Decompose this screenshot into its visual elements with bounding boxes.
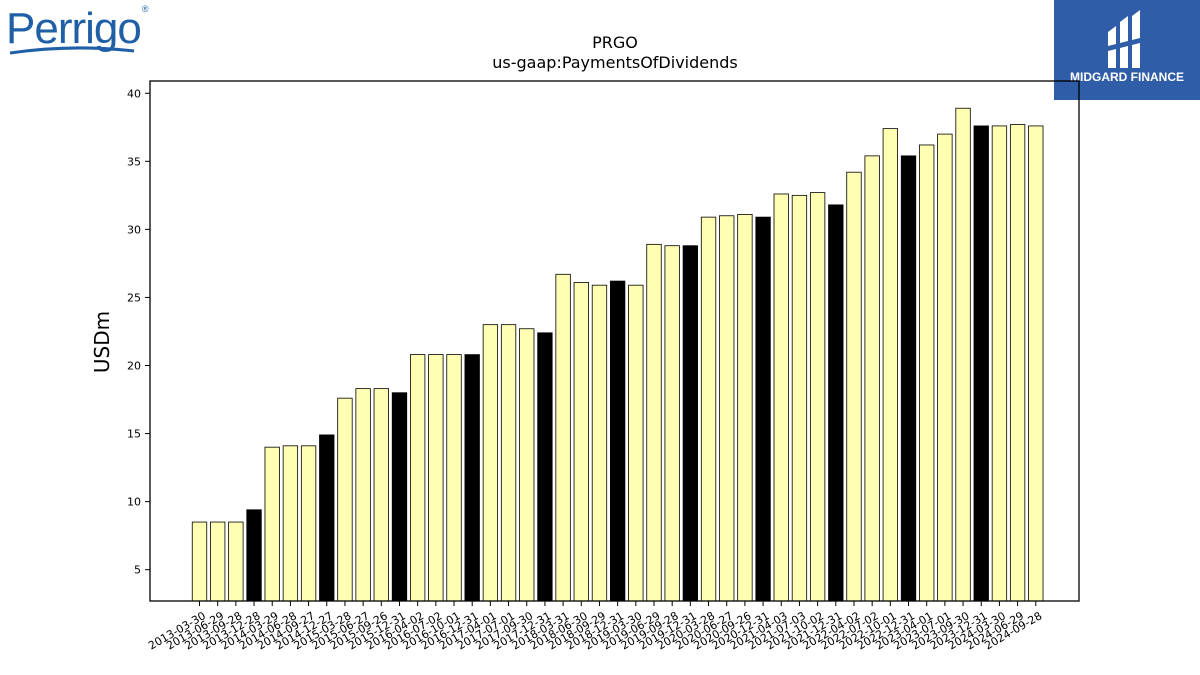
y-tick-label: 5 [134,564,141,577]
bar-2020-03-28 [700,216,717,602]
bar-2015-09-26 [373,388,389,602]
bar-2014-12-27 [319,434,335,602]
y-tick-label: 10 [127,496,141,509]
bar-2013-03-30 [191,521,208,602]
bar-2023-04-01 [919,144,935,602]
bar-2016-12-31 [464,354,480,602]
bar-2018-03-31 [555,273,571,602]
bar-2021-10-02 [809,192,826,602]
y-axis-label: USDm [90,311,114,373]
bar-2016-04-02 [410,354,426,602]
bar-2015-03-28 [337,397,353,602]
bar-2018-09-29 [591,284,608,602]
bar-2014-06-28 [282,445,299,602]
y-tick-label: 35 [127,155,141,168]
bar-2021-07-03 [791,194,808,602]
bar-2013-12-28 [246,509,262,602]
bar-2017-12-31 [537,332,553,602]
bar-2021-04-03 [773,193,789,602]
bar-2023-12-31 [973,125,989,602]
perrigo-logo: Perrigo® [6,4,149,54]
x-ticks-group: 2013-03-302013-06-292013-09-282013-12-28… [146,601,1044,652]
bar-2017-09-30 [519,328,535,602]
chart-subtitle: us-gaap:PaymentsOfDividends [492,53,737,72]
bar-2014-03-29 [264,446,280,602]
trademark-symbol: ® [141,4,149,14]
chart-title: PRGO [592,33,638,52]
bar-2013-06-29 [210,521,226,602]
bar-2020-09-26 [737,213,753,602]
y-tick-label: 20 [127,360,141,373]
bars-group [191,107,1044,602]
y-ticks-group: 5 10 15 20 25 30 35 40 [127,87,150,577]
perrigo-logo-text: Perrigo [6,4,142,53]
bar-2021-12-31 [828,204,844,602]
bar-2022-10-01 [882,128,898,602]
plot-frame [149,80,1080,602]
bar-2019-03-30 [628,284,644,602]
y-tick-label: 15 [127,428,141,441]
bar-2024-09-28 [1028,125,1044,602]
bar-2024-03-30 [991,125,1008,602]
bar-2019-09-28 [664,245,680,602]
bar-2020-12-31 [755,216,771,602]
midgard-mark-icon [1108,10,1140,68]
bar-2022-07-02 [864,155,880,602]
bar-2020-06-27 [719,215,735,602]
bar-2023-09-30 [955,107,971,602]
bar-2024-06-29 [1009,124,1026,602]
bar-2017-04-01 [482,324,499,602]
bar-2018-12-31 [609,280,626,602]
bar-2016-10-01 [446,354,462,602]
bar-2017-07-01 [500,324,517,602]
bar-2023-07-01 [937,133,953,602]
bar-2016-07-02 [428,354,444,602]
bar-2018-06-30 [573,282,589,602]
bar-2022-04-02 [846,171,862,602]
bar-2013-09-28 [228,521,244,602]
bar-2015-12-31 [391,392,408,602]
bar-2015-06-27 [355,388,371,602]
bar-2022-12-31 [900,155,917,602]
y-tick-label: 30 [127,223,141,236]
bar-2014-09-27 [300,445,317,602]
y-tick-label: 25 [127,291,141,304]
midgard-finance-name: MIDGARD FINANCE [1070,70,1184,84]
midgard-finance-logo: MIDGARD FINANCE [1054,0,1200,100]
bar-2019-06-29 [646,243,662,602]
perrigo-swoosh-icon [9,46,135,55]
bar-2019-12-31 [682,245,699,602]
y-tick-label: 40 [127,87,141,100]
